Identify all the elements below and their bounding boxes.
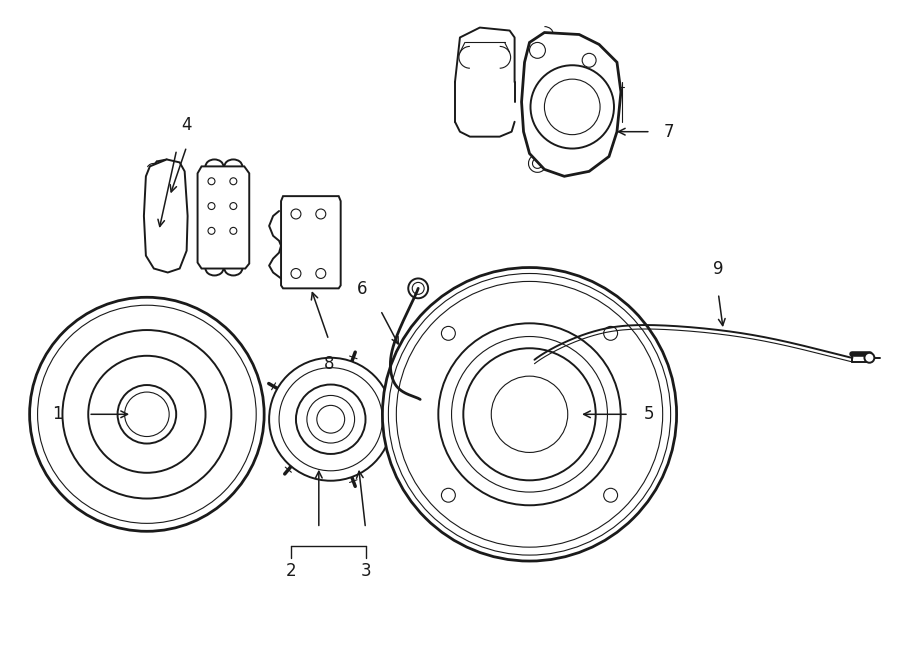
Polygon shape [522, 32, 621, 176]
Circle shape [30, 297, 265, 531]
Text: 9: 9 [713, 260, 724, 278]
Polygon shape [144, 159, 187, 272]
Text: 6: 6 [357, 280, 368, 298]
Circle shape [88, 356, 205, 473]
Circle shape [62, 330, 231, 498]
Text: 2: 2 [285, 562, 296, 580]
Text: 7: 7 [663, 123, 674, 141]
Polygon shape [281, 196, 341, 288]
Circle shape [582, 54, 596, 67]
Text: 4: 4 [182, 116, 192, 134]
Circle shape [296, 385, 365, 454]
Circle shape [382, 268, 677, 561]
Circle shape [269, 358, 392, 481]
Circle shape [438, 323, 621, 505]
Circle shape [118, 385, 176, 444]
Circle shape [529, 42, 545, 58]
Text: 3: 3 [360, 562, 371, 580]
Circle shape [464, 348, 596, 481]
Polygon shape [198, 167, 249, 268]
Circle shape [530, 65, 614, 149]
Text: 1: 1 [52, 405, 63, 423]
Circle shape [864, 353, 875, 363]
Circle shape [409, 278, 428, 298]
Text: 5: 5 [644, 405, 654, 423]
Text: 8: 8 [323, 355, 334, 373]
